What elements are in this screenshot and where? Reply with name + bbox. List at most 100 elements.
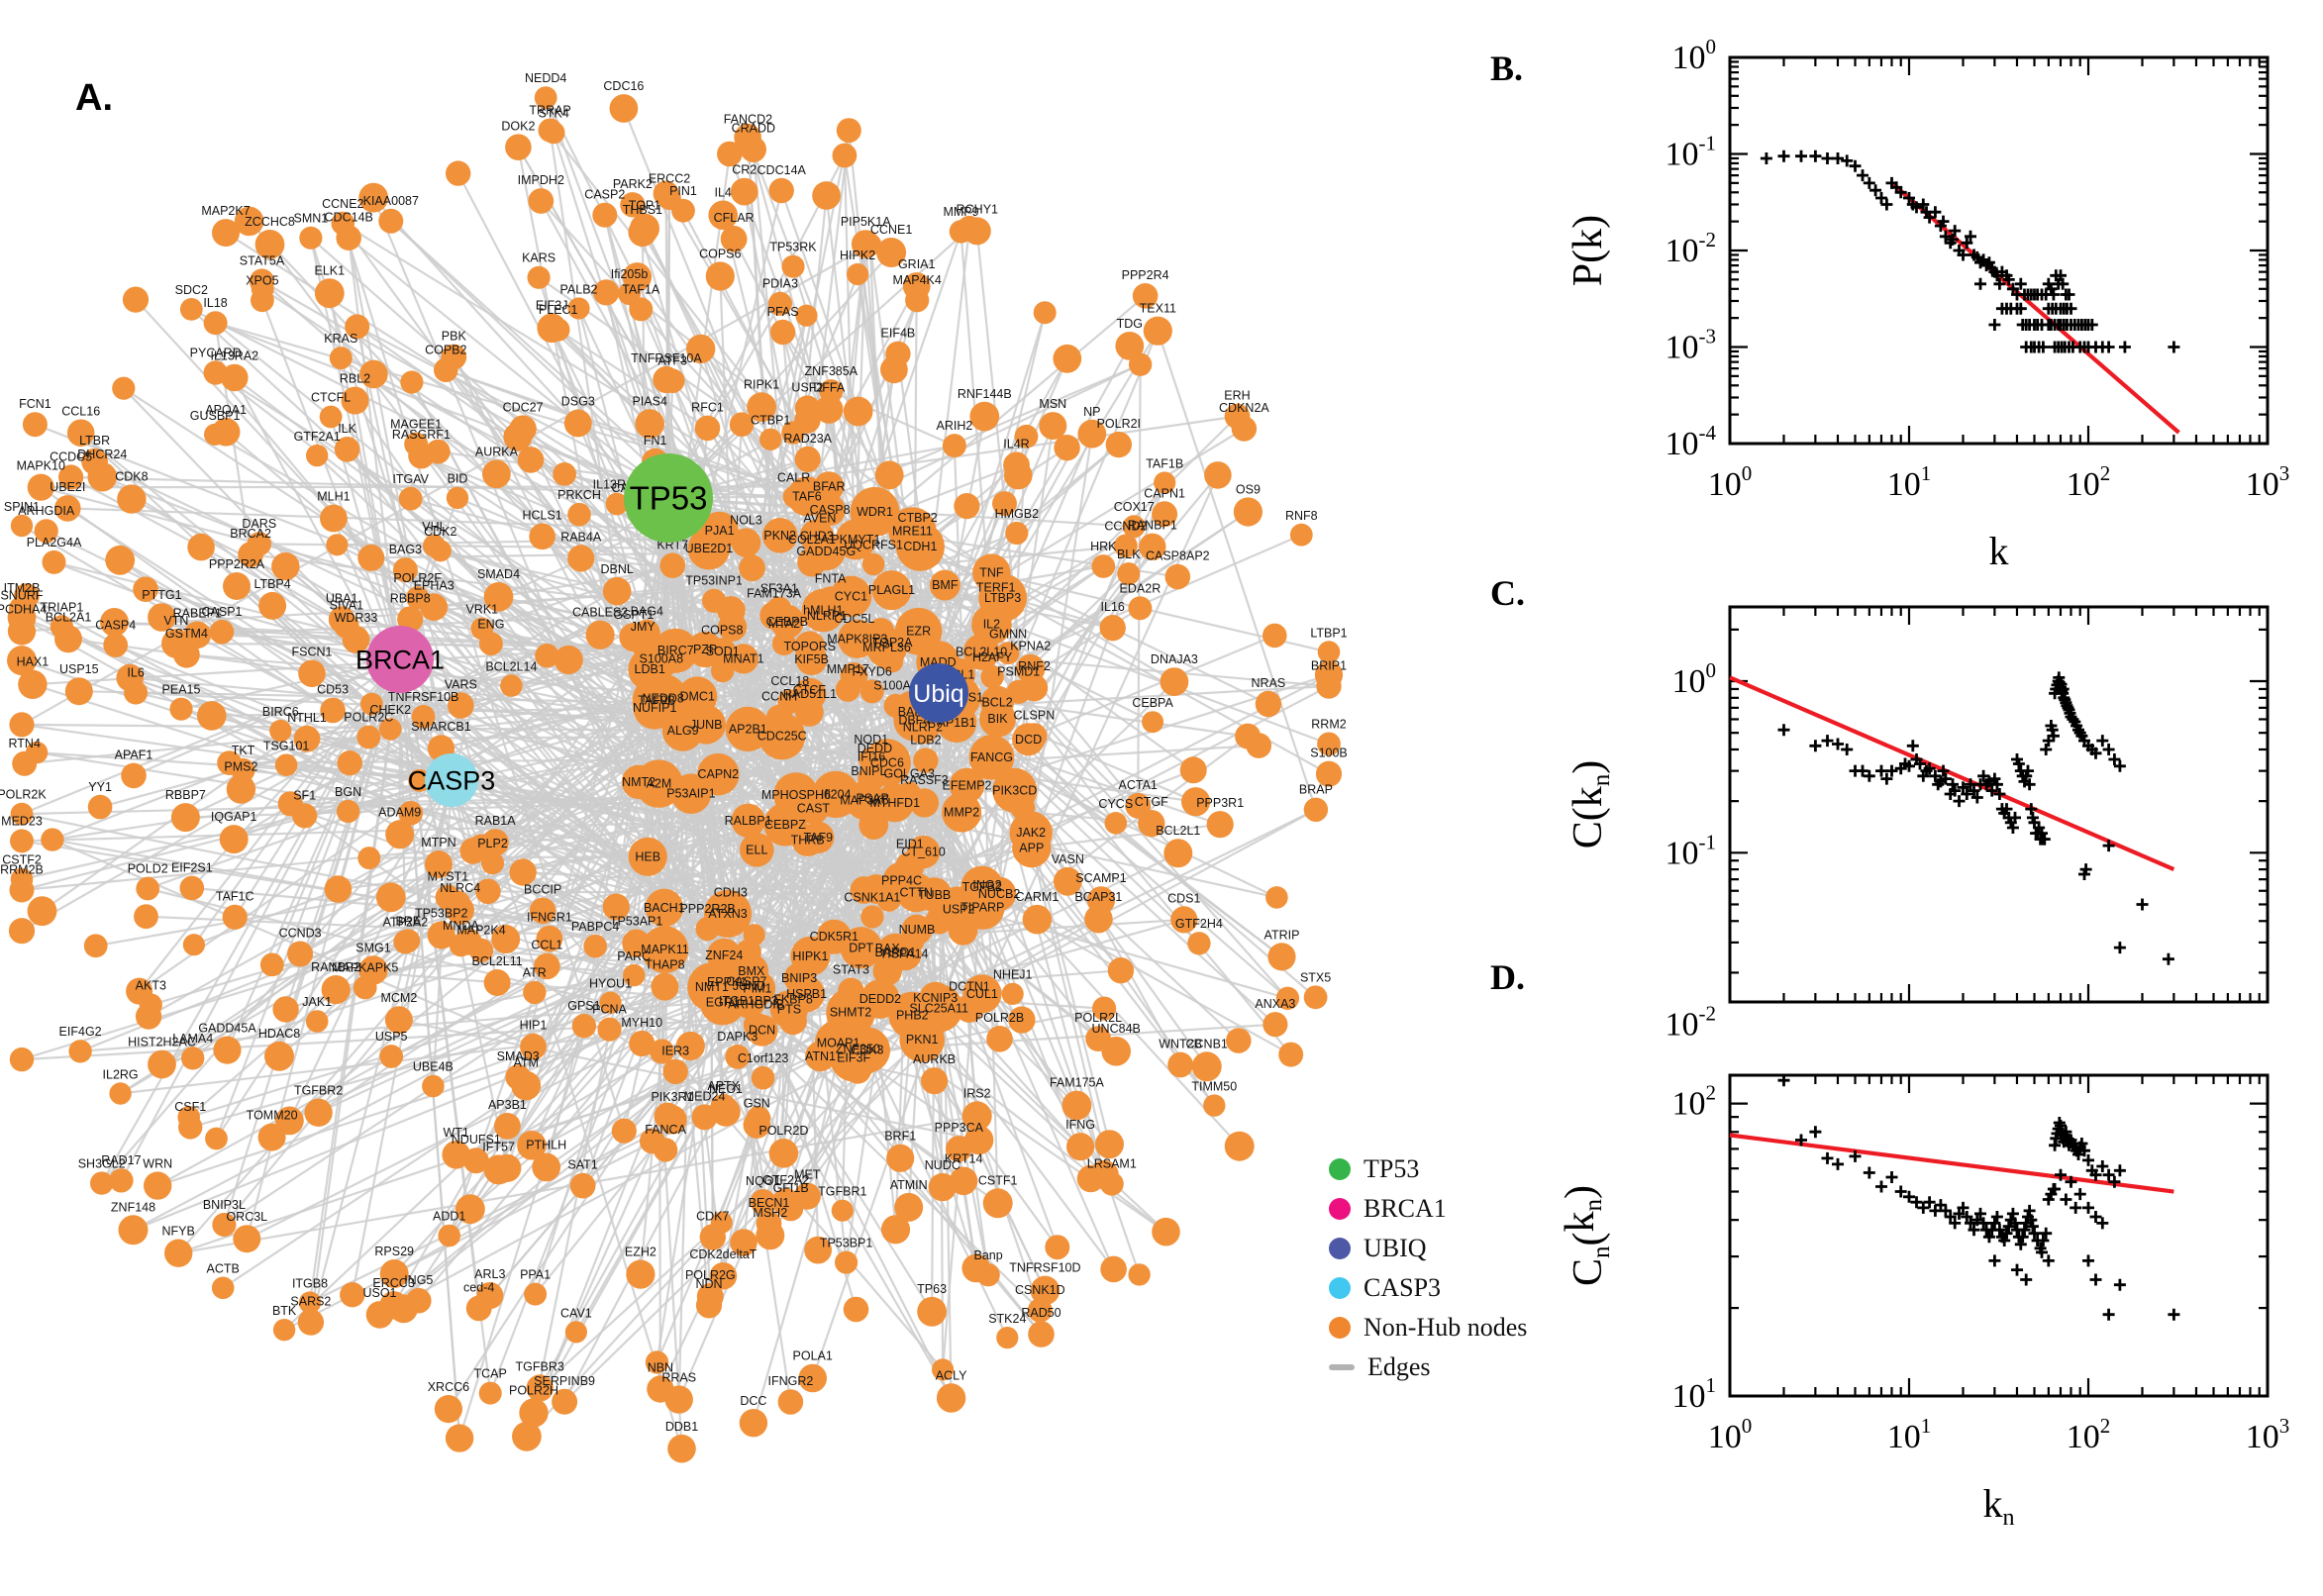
network-node xyxy=(583,934,607,958)
data-point xyxy=(2047,730,2060,743)
network-node-label: BACH1 xyxy=(644,901,685,915)
network-node xyxy=(694,415,721,442)
data-point xyxy=(1777,150,1790,162)
network-node-label: CD53 xyxy=(317,683,349,697)
network-node xyxy=(1142,711,1164,734)
network-node-label: PIAS4 xyxy=(632,394,666,408)
data-point xyxy=(2113,1278,2126,1291)
network-node-label: GOLGA3 xyxy=(883,767,934,781)
network-node-label: WDR1 xyxy=(857,505,893,519)
network-node-label: Ifi204 xyxy=(821,787,852,801)
network-node xyxy=(219,825,249,854)
network-node-label: LTBP4 xyxy=(253,577,290,591)
network-edge xyxy=(337,658,402,890)
data-point xyxy=(1944,1211,1957,1223)
network-node xyxy=(710,1094,737,1121)
network-node-label: PEA15 xyxy=(162,683,201,697)
network-node xyxy=(324,875,353,903)
legend-label: BRCA1 xyxy=(1364,1193,1447,1223)
network-node-label: POLR2I xyxy=(1097,417,1141,431)
network-node-label: MAP3K5 xyxy=(840,794,888,808)
data-point xyxy=(2082,1254,2094,1267)
network-node xyxy=(812,181,841,210)
network-node xyxy=(326,534,349,556)
network-node-label: DDB1 xyxy=(665,1420,698,1434)
data-point xyxy=(1910,201,1923,214)
network-node-label: MPHOSPH6 xyxy=(761,788,831,802)
network-node-label: CDK3 xyxy=(851,1044,883,1057)
network-node-label: DHCR24 xyxy=(77,448,127,461)
network-node xyxy=(996,642,1020,665)
network-node xyxy=(874,460,904,490)
network-edge xyxy=(567,658,726,956)
legend-item: Non-Hub nodes xyxy=(1329,1311,1527,1344)
network-node xyxy=(803,784,830,811)
network-node-label: PTS xyxy=(777,1002,801,1016)
network-node-label: CDH3 xyxy=(714,885,748,899)
network-node xyxy=(482,459,511,489)
network-node xyxy=(695,1292,723,1319)
network-edge xyxy=(517,436,896,804)
network-node xyxy=(919,981,952,1014)
data-point xyxy=(2060,1193,2072,1206)
network-node-label: UBA1 xyxy=(326,592,358,606)
network-node xyxy=(10,802,34,826)
network-node-label: TGFB2 xyxy=(962,880,1002,894)
network-node xyxy=(1262,1012,1288,1038)
network-node xyxy=(585,620,615,649)
network-node-label: SARS2 xyxy=(290,1294,331,1308)
network-node-label: MNDA xyxy=(443,919,479,933)
network-node xyxy=(921,1067,949,1095)
network-node-label: ACTB xyxy=(207,1262,240,1276)
network-node xyxy=(112,376,136,400)
network-edge xyxy=(998,436,1028,894)
network-node xyxy=(197,701,227,731)
network-node-label: SF1 xyxy=(293,788,316,802)
network-node-label: DBNL xyxy=(601,562,634,576)
network-node-label: PJA1 xyxy=(705,524,735,538)
network-node xyxy=(843,396,873,427)
network-node-label: CCNE2 xyxy=(322,197,363,211)
network-node xyxy=(398,486,423,511)
network-node-label: NBN xyxy=(648,1360,673,1374)
panel-c-label: C. xyxy=(1490,573,1525,613)
network-node-label: PKN2 xyxy=(763,529,796,543)
network-node xyxy=(639,1128,665,1154)
plot-ticks xyxy=(1728,55,2270,446)
network-node-label: CCNH xyxy=(761,690,797,704)
network-node xyxy=(840,661,868,690)
network-node-label: RBL2 xyxy=(340,372,370,386)
network-node-label: TAF9B xyxy=(638,694,675,708)
y-axis-title: P(k) xyxy=(1566,215,1611,286)
network-node-label: POLR2K xyxy=(0,788,47,802)
network-node xyxy=(700,511,739,550)
network-node-label: MED23 xyxy=(1,815,43,829)
network-node xyxy=(126,977,153,1005)
network-node xyxy=(442,1141,471,1169)
network-node-label: ATN1 xyxy=(805,1049,836,1063)
network-node xyxy=(917,1296,947,1327)
network-node-label: BRAP xyxy=(1299,783,1333,797)
legend-edge-swatch xyxy=(1329,1363,1355,1370)
network-node-label: ATRIP xyxy=(1264,928,1300,942)
network-node xyxy=(427,921,455,949)
network-node xyxy=(493,1153,522,1182)
network-node-label: PPP4C xyxy=(881,874,922,888)
network-node xyxy=(861,552,885,576)
network-node xyxy=(739,970,776,1007)
network-node xyxy=(768,177,794,204)
network-node xyxy=(293,725,321,752)
network-node-label: NLRC4 xyxy=(440,881,480,895)
network-edge xyxy=(289,535,818,805)
network-node-label: ACTA1 xyxy=(1119,778,1158,792)
network-node-label: CDK8 xyxy=(115,469,148,483)
hub-circle xyxy=(425,753,478,807)
network-node-label: XRCC6 xyxy=(428,1380,469,1394)
data-point xyxy=(1974,1207,1986,1220)
data-point xyxy=(1923,211,1936,224)
data-point xyxy=(1988,772,2001,785)
hub-brca1: BRCA1 xyxy=(355,626,445,693)
network-node-label: AP2B1 xyxy=(729,722,767,736)
network-node xyxy=(794,631,826,662)
network-node xyxy=(635,759,683,808)
